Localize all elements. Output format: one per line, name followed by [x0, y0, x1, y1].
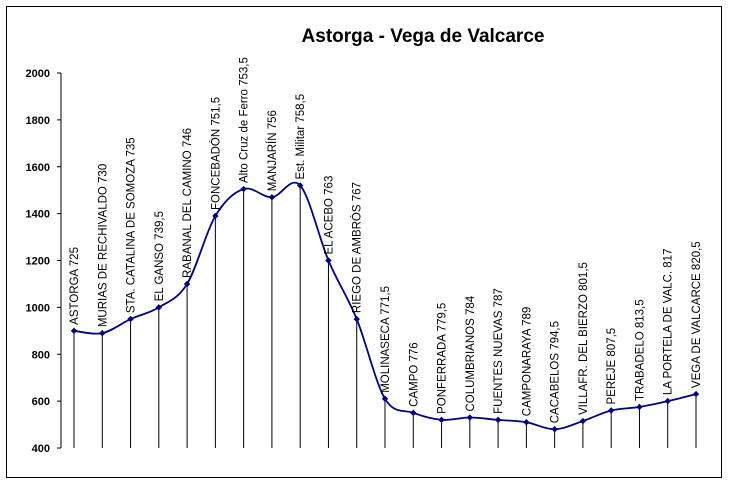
y-tick-label: 1200	[26, 256, 50, 268]
point-label: RABANAL DEL CAMINO 746	[182, 128, 194, 278]
data-point-marker	[579, 417, 587, 425]
point-label: MOLINASECA 771,5	[380, 286, 392, 393]
point-label: FONCEBADÓN 751,5	[209, 97, 222, 210]
point-label: CAMPONARAYA 789	[521, 307, 533, 417]
point-label: CACABELOS 794,5	[550, 321, 562, 423]
data-point-marker	[296, 182, 304, 189]
point-label: LA PORTELA DE VALC. 817	[663, 249, 675, 396]
data-point-marker	[607, 407, 615, 414]
point-label: VILLAFR. DEL BIERZO 801,5	[578, 262, 590, 415]
point-label: Alto Cruz de Ferro 753,5	[239, 57, 251, 183]
point-label: FUENTES NUEVAS 787	[493, 288, 505, 414]
point-label: ASTORGA 725	[69, 247, 81, 325]
data-point-marker	[325, 257, 332, 264]
series-line	[73, 181, 697, 431]
data-point-marker	[240, 185, 247, 193]
y-axis: 400 600 800 1000 1200 1400 1600 1800 2000	[26, 68, 62, 455]
point-label: TRABADELO 813,5	[634, 299, 646, 401]
y-tick-label: 400	[32, 443, 50, 455]
data-point-marker	[551, 426, 558, 433]
data-point-marker	[692, 390, 700, 398]
data-point-marker	[466, 414, 474, 421]
series-group	[70, 181, 700, 433]
data-point-marker	[155, 304, 163, 311]
point-label: PEREJE 807,5	[606, 328, 618, 405]
chart-title: Astorga - Vega de Valcarce	[302, 26, 545, 47]
data-point-marker	[410, 409, 417, 417]
point-label: MURIAS DE RECHIVALDO 730	[97, 164, 109, 327]
y-tick-label: 1400	[26, 209, 50, 221]
chart-frame	[6, 6, 722, 478]
point-label: PONFERRADA 779,5	[437, 303, 449, 414]
drop-lines	[73, 185, 697, 448]
point-label: COLUMBRIANOS 784	[465, 295, 477, 411]
point-label: VEGA DE VALCARCE 820,5	[691, 241, 703, 388]
point-label: EL GANSO 739,5	[154, 211, 166, 301]
point-label: STA. CATALINA DE SOMOZA 735	[126, 137, 138, 313]
point-label: Est. Militar 758,5	[295, 94, 307, 180]
data-point-marker	[636, 403, 643, 411]
data-point-marker	[438, 416, 445, 424]
point-label: CAMPO 776	[408, 342, 420, 407]
data-point-marker	[183, 280, 191, 288]
data-point-marker	[381, 395, 389, 402]
y-tick-label: 1000	[26, 302, 50, 314]
point-label: RIEGO DE AMBRÓS 767	[351, 182, 364, 313]
y-tick-label: 1600	[26, 162, 50, 174]
data-point-marker	[353, 315, 360, 323]
data-point-marker	[127, 315, 134, 323]
y-tick-label: 600	[32, 396, 50, 408]
data-point-marker	[268, 194, 276, 201]
point-label: MANJARÍN 756	[266, 110, 279, 191]
data-point-marker	[664, 397, 671, 405]
point-label: EL ACEBO 763	[323, 176, 335, 255]
data-point-marker	[494, 416, 502, 424]
point-labels: ASTORGA 725 MURIAS DE RECHIVALDO 730 STA. …	[69, 57, 703, 423]
y-tick-label: 2000	[26, 68, 50, 80]
data-point-marker	[523, 419, 530, 426]
data-point-marker	[70, 327, 78, 335]
y-tick-label: 800	[32, 349, 50, 361]
data-point-marker	[99, 329, 106, 337]
data-point-marker	[212, 212, 219, 220]
y-tick-label: 1800	[26, 115, 50, 127]
